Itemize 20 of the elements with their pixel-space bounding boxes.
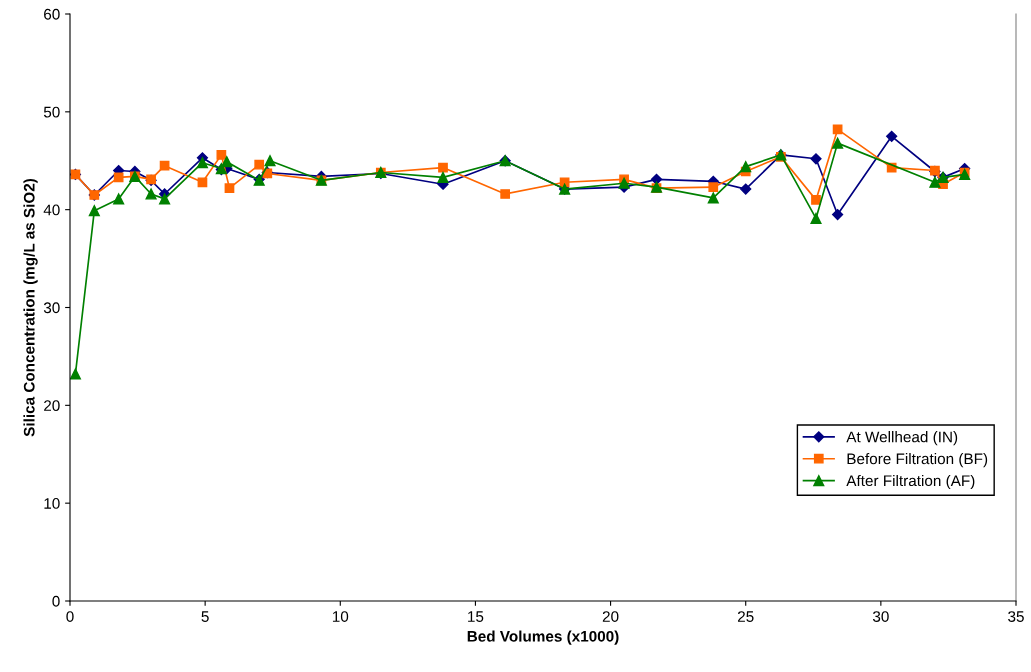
x-tick-label: 35: [1008, 611, 1024, 622]
y-tick-label: 40: [43, 204, 60, 216]
x-axis-title: Bed Volumes (x1000): [467, 630, 619, 645]
x-tick-label: 10: [332, 611, 349, 622]
x-tick-label: 20: [602, 611, 619, 622]
x-tick-label: 15: [468, 611, 484, 622]
y-tick-label: 30: [43, 302, 60, 314]
x-tick-label: 5: [201, 611, 209, 622]
y-tick-label: 60: [44, 8, 60, 20]
legend-label: After Filtration (AF): [846, 474, 975, 490]
y-tick-label: 50: [43, 106, 60, 118]
y-tick-label: 0: [52, 595, 60, 607]
x-tick-label: 30: [872, 611, 889, 622]
y-axis-title: Silica Concentration (mg/L as SiO2): [23, 178, 38, 437]
x-tick-label: 25: [737, 611, 754, 622]
y-tick-label: 20: [44, 400, 60, 412]
x-tick-label: 0: [66, 611, 74, 622]
legend-label: At Wellhead (IN): [846, 431, 958, 446]
y-tick-label: 10: [44, 498, 60, 509]
legend-label: Before Filtration (BF): [847, 453, 988, 468]
